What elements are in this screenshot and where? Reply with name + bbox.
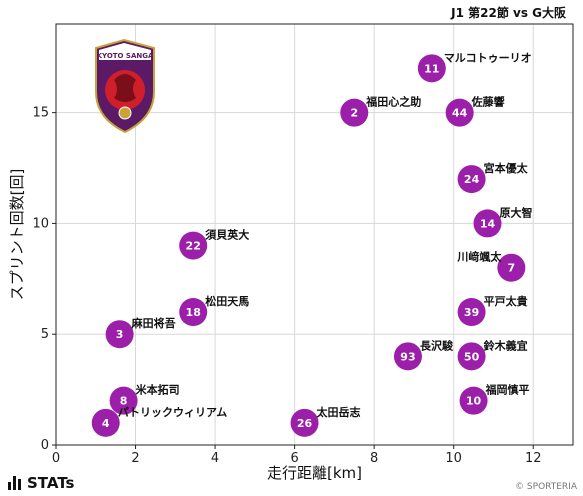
- crest-seal: [118, 106, 132, 120]
- point-marker: [91, 408, 120, 437]
- point-label: 福田心之助: [365, 95, 421, 109]
- point-number: 93: [400, 350, 415, 363]
- point-marker: [473, 209, 502, 238]
- point-label: 麻田将吾: [131, 316, 176, 330]
- data-point: 39 平戸太貴: [457, 294, 528, 327]
- data-point: 50 鈴木義宜: [457, 338, 528, 371]
- data-point: 4 パトリックウィリアム: [91, 406, 228, 437]
- x-tick-label: 12: [525, 451, 542, 466]
- x-tick-label: 2: [131, 451, 139, 466]
- y-tick-label: 10: [32, 216, 49, 231]
- data-point: 24 宮本優太: [457, 161, 529, 194]
- kyoto-sanga-crest: KYOTO SANGA: [95, 38, 155, 134]
- point-label: 平戸太貴: [484, 294, 528, 308]
- data-point: 8 米本拓司: [109, 383, 180, 415]
- y-tick-label: 15: [32, 106, 49, 121]
- data-point: 2 福田心之助: [340, 95, 421, 127]
- point-label: 佐藤響: [471, 95, 505, 109]
- point-marker: [497, 253, 526, 282]
- stats-bars-icon: [8, 476, 21, 490]
- x-tick-label: 10: [445, 451, 462, 466]
- point-number: 39: [464, 306, 479, 319]
- point-number: 24: [464, 173, 480, 186]
- point-marker: [457, 298, 486, 327]
- point-marker: [457, 165, 486, 194]
- y-tick-label: 0: [41, 438, 49, 453]
- x-tick-label: 4: [211, 451, 219, 466]
- point-label: 太田岳志: [316, 405, 361, 419]
- point-number: 3: [116, 328, 124, 341]
- point-label: 宮本優太: [484, 161, 529, 175]
- point-marker: [105, 320, 134, 349]
- point-label: 松田天馬: [205, 294, 249, 308]
- data-point: 93 長沢駿: [393, 338, 454, 371]
- plot-frame: [55, 23, 574, 446]
- point-number: 18: [186, 306, 201, 319]
- x-axis-title: 走行距離[km]: [267, 464, 362, 482]
- point-number: 11: [424, 62, 439, 75]
- point-marker: [290, 408, 319, 437]
- point-number: 2: [350, 107, 358, 120]
- stats-brand-text: STATs: [27, 474, 75, 492]
- point-label: 福岡慎平: [485, 383, 530, 397]
- stats-logo: STATs: [8, 474, 74, 492]
- point-label: 原大智: [499, 205, 532, 219]
- data-point: 11 マルコトゥーリオ: [417, 51, 532, 83]
- point-number: 22: [186, 240, 201, 253]
- point-marker: [457, 342, 486, 371]
- x-tick-label: 6: [290, 451, 298, 466]
- point-label: マルコトゥーリオ: [444, 51, 532, 64]
- crest-banner: [99, 43, 151, 60]
- point-number: 10: [466, 395, 482, 408]
- y-tick-label: 5: [41, 327, 49, 342]
- point-marker: [179, 231, 208, 260]
- y-axis-title: スプリント回数[回]: [8, 169, 26, 301]
- data-point: 3 麻田将吾: [105, 316, 176, 349]
- point-marker: [459, 386, 488, 415]
- point-marker: [445, 98, 474, 127]
- point-marker: [109, 386, 138, 415]
- point-number: 7: [508, 262, 516, 275]
- crest-phoenix: [114, 74, 136, 102]
- point-number: 4: [102, 417, 110, 430]
- x-tick-label: 8: [370, 451, 378, 466]
- crest-text: KYOTO SANGA: [97, 52, 154, 60]
- point-number: 8: [120, 395, 128, 408]
- point-label: パトリックウィリアム: [118, 406, 228, 419]
- point-marker: [340, 98, 369, 127]
- x-tick-label: 0: [52, 451, 60, 466]
- point-label: 須貝英大: [204, 228, 249, 242]
- point-marker: [179, 298, 208, 327]
- point-number: 14: [480, 217, 496, 230]
- point-label: 川﨑颯太: [456, 250, 502, 264]
- data-point: 18 松田天馬: [179, 294, 249, 327]
- point-label: 米本拓司: [135, 383, 180, 397]
- chart-header-title: J1 第22節 vs G大阪: [450, 5, 567, 20]
- point-number: 26: [297, 417, 313, 430]
- point-number: 50: [464, 350, 480, 363]
- point-marker: [417, 54, 446, 83]
- point-marker: [393, 342, 422, 371]
- copyright: © SPORTERIA: [515, 482, 577, 492]
- data-point: 7 川﨑颯太: [456, 250, 526, 282]
- point-label: 長沢駿: [420, 338, 454, 352]
- point-number: 44: [452, 107, 468, 120]
- point-label: 鈴木義宜: [484, 338, 528, 352]
